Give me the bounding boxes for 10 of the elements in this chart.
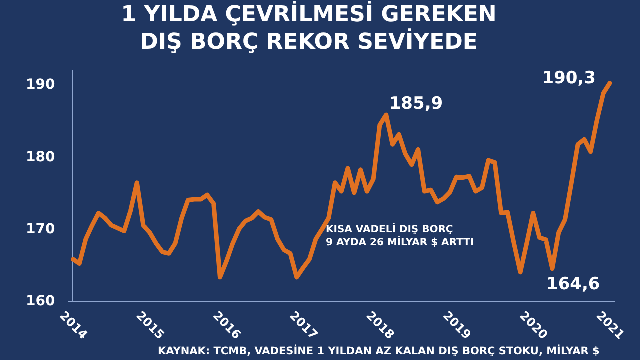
data-label: 190,3 bbox=[542, 68, 596, 89]
y-tick-label: 170 bbox=[26, 221, 56, 238]
data-label: 185,9 bbox=[389, 94, 444, 114]
data-label: 164,6 bbox=[546, 274, 600, 295]
y-tick-label: 180 bbox=[26, 149, 56, 166]
y-tick-label: 160 bbox=[26, 294, 56, 310]
text: KAYNAK: TCMB, VADESİNE 1 YILDAN AZ KALAN DIŞ BORÇ STOKU, MİLYAR $ bbox=[158, 344, 600, 358]
y-tick-label: 190 bbox=[26, 77, 56, 94]
annotation: KISA VADELİ DIŞ BORÇ 9 AYDA 26 MİLYAR $ ARTTI bbox=[326, 222, 474, 249]
chart-title: 1 YILDA ÇEVRİLMESİ GEREKEN DIŞ BORÇ REKOR SEVİYEDE bbox=[121, 0, 497, 55]
